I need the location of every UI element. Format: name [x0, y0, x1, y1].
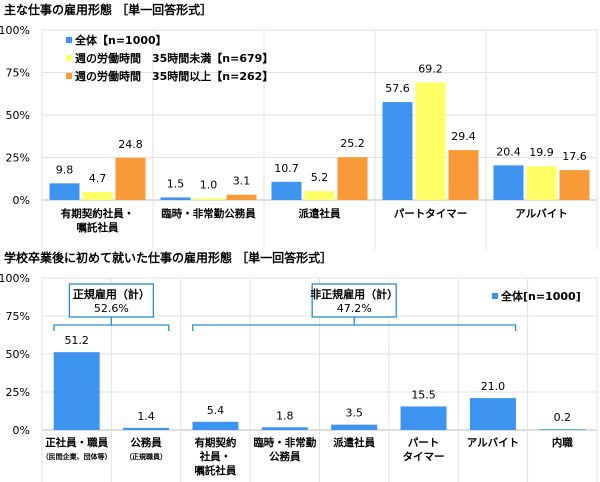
category-label: パートタイマー [394, 208, 468, 220]
data-label: 29.4 [451, 130, 476, 143]
bar [337, 157, 368, 200]
bar [382, 102, 413, 200]
bar [193, 198, 224, 200]
y-tick-label: 75% [6, 67, 30, 80]
data-label: 51.2 [64, 334, 89, 347]
bar [539, 429, 586, 430]
y-tick-label: 0% [13, 424, 30, 437]
annotation-title: 正規雇用（計） [73, 287, 150, 301]
legend-label: 週の労働時間 35時間未満【n=679】 [75, 51, 273, 65]
y-tick-label: 50% [6, 348, 30, 361]
annotation-value: 47.2% [337, 302, 372, 315]
bar [123, 427, 170, 430]
data-label: 4.7 [89, 172, 107, 185]
category-label: パート [408, 437, 440, 449]
data-label: 24.8 [118, 138, 143, 151]
data-label: 15.5 [411, 388, 436, 401]
bar [493, 165, 524, 200]
category-label: 公務員 [269, 450, 301, 463]
legend-swatch [66, 37, 72, 43]
category-label: 嘱託社員 [77, 221, 119, 234]
category-label: 派遣社員 [333, 436, 375, 449]
y-tick-label: 25% [6, 152, 30, 165]
category-label: 内職 [552, 436, 573, 449]
bar [49, 183, 80, 200]
bar [226, 194, 257, 200]
data-label: 1.4 [137, 410, 155, 423]
bar [559, 170, 590, 200]
legend-label: 全体[n=1000] [500, 289, 581, 303]
data-label: 3.1 [233, 175, 251, 188]
y-tick-label: 100% [0, 272, 30, 285]
bar [331, 424, 378, 430]
category-label: 有期契約 [194, 436, 236, 449]
y-tick-label: 25% [6, 386, 30, 399]
legend-label: 週の労働時間 35時間以上【n=262】 [75, 69, 273, 83]
bar [261, 427, 308, 430]
category-label: 正社員・職員 [45, 436, 108, 449]
data-label: 3.5 [345, 407, 363, 420]
category-label: タイマー [403, 451, 445, 463]
chart-title-1: 主な仕事の雇用形態 ［単一回答形式］ [4, 2, 212, 17]
bar [448, 150, 479, 200]
chart-title-2: 学校卒業後に初めて就いた仕事の雇用形態 ［単一回答形式］ [4, 250, 332, 265]
bar [415, 82, 446, 200]
bar [53, 352, 100, 430]
category-label: 公務員 [130, 436, 162, 449]
data-label: 1.0 [200, 178, 218, 191]
data-label: 21.0 [481, 380, 506, 393]
annotation-box [68, 283, 155, 318]
y-tick-label: 100% [0, 24, 30, 37]
category-label: 派遣社員 [299, 207, 341, 220]
bar [115, 157, 146, 200]
legend-label: 全体【n=1000】 [74, 33, 167, 47]
data-label: 10.7 [274, 162, 299, 175]
bracket [192, 317, 517, 331]
bar [400, 406, 447, 430]
bar [160, 197, 191, 200]
annotation-value: 52.6% [94, 302, 129, 315]
category-label: 臨時・非常勤 [253, 436, 316, 449]
bracket [53, 317, 170, 331]
data-label: 69.2 [418, 62, 443, 75]
legend-swatch [66, 55, 72, 61]
category-label: 社員・ [199, 450, 232, 463]
data-label: 57.6 [385, 82, 410, 95]
data-label: 1.8 [276, 409, 294, 422]
data-label: 25.2 [340, 137, 365, 150]
data-label: 1.5 [167, 177, 185, 190]
data-label: 5.4 [207, 404, 225, 417]
legend-swatch [492, 293, 498, 299]
data-label: 17.6 [562, 150, 587, 163]
bar [192, 421, 239, 430]
data-label: 9.8 [56, 163, 74, 176]
category-label: 有期契約社員・ [61, 207, 135, 220]
bar [82, 192, 113, 200]
bar [304, 191, 335, 200]
bar [271, 181, 302, 200]
y-tick-label: 75% [6, 310, 30, 323]
data-label: 20.4 [496, 145, 521, 158]
data-label: 0.2 [554, 411, 572, 424]
category-label: アルバイト [515, 208, 567, 220]
data-label: 19.9 [529, 146, 554, 159]
legend-swatch [66, 73, 72, 79]
bar [469, 398, 516, 430]
bar [526, 166, 557, 200]
annotation-title: 非正規雇用（計） [310, 287, 398, 301]
y-tick-label: 0% [13, 194, 30, 207]
y-tick-label: 50% [6, 109, 30, 122]
data-label: 5.2 [311, 171, 329, 184]
category-note: （正規職員） [125, 452, 167, 461]
category-label: 嘱託社員 [194, 464, 236, 477]
category-label: アルバイト [467, 437, 519, 449]
category-note: （民間企業、団体等） [42, 452, 112, 461]
annotation-box [311, 283, 397, 318]
category-label: 臨時・非常勤公務員 [161, 207, 256, 220]
